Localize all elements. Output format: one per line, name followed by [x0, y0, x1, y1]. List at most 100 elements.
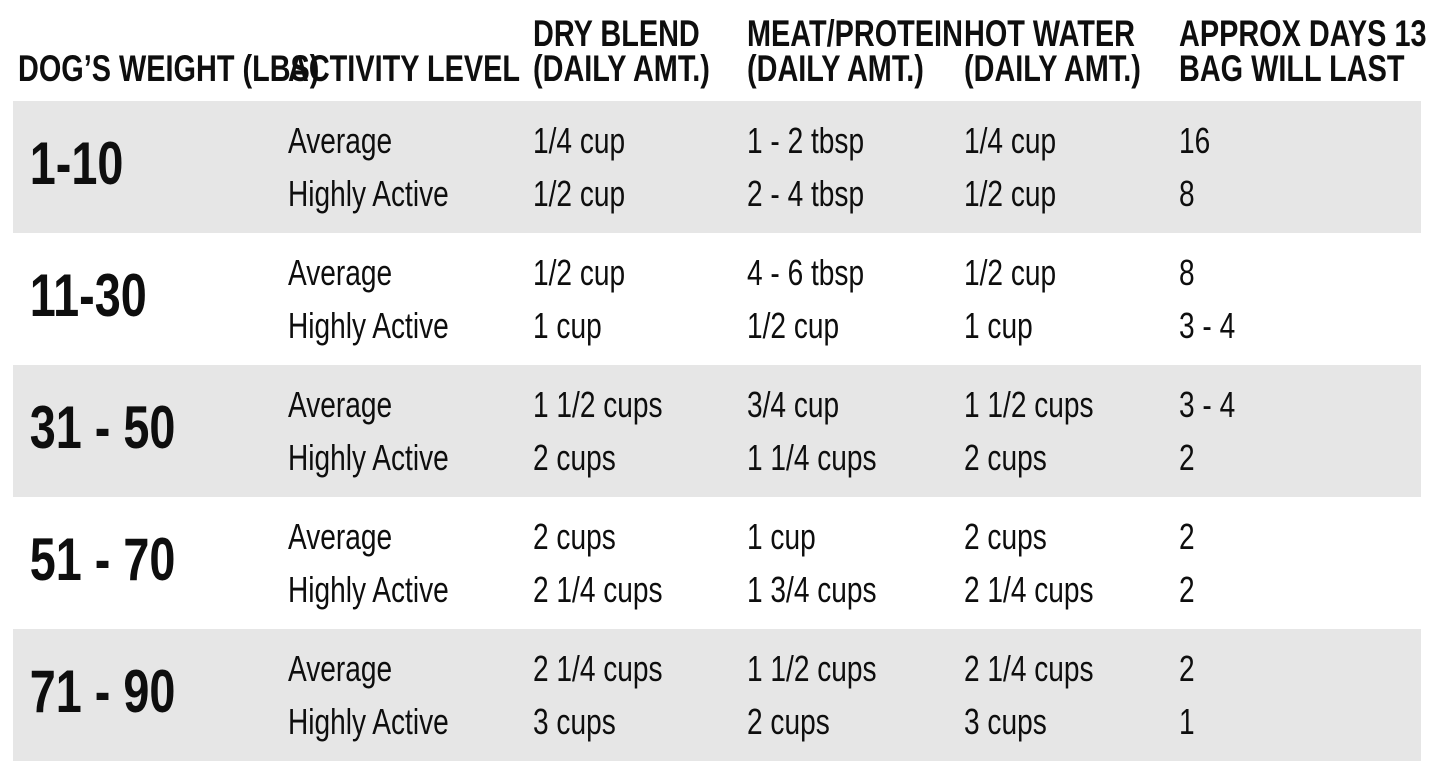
meat-protein-cell: 4 - 6 tbsp 1/2 cup	[747, 246, 964, 352]
days-highly-active-value: 1	[1179, 701, 1195, 742]
header-dogs-weight: DOG’S WEIGHT (LBS)	[18, 48, 320, 89]
days-highly-active-value: 3 - 4	[1179, 305, 1236, 346]
header-approx-days-line2: BAG WILL LAST	[1179, 48, 1405, 89]
meat-protein-average-value: 3/4 cup	[747, 384, 840, 425]
hot-water-cell: 2 cups 2 1/4 cups	[964, 510, 1179, 616]
hot-water-cell: 1/4 cup 1/2 cup	[964, 114, 1179, 220]
activity-level-cell: Average Highly Active	[288, 642, 533, 748]
header-dogs-weight-label: DOG’S WEIGHT (LBS)	[18, 48, 320, 89]
dry-blend-cell: 2 cups 2 1/4 cups	[533, 510, 747, 616]
weight-range-label: 11-30	[29, 262, 147, 329]
activity-highly-active-label: Highly Active	[288, 437, 449, 478]
dry-blend-cell: 2 1/4 cups 3 cups	[533, 642, 747, 748]
header-meat-protein-line1: MEAT/PROTEIN	[747, 13, 963, 54]
days-cell: 16 8	[1179, 114, 1421, 220]
activity-highly-active-label: Highly Active	[288, 701, 449, 742]
activity-average-label: Average	[288, 648, 393, 689]
activity-average-label: Average	[288, 516, 393, 557]
hot-water-highly-active-value: 2 cups	[964, 437, 1047, 478]
meat-protein-highly-active-value: 1/2 cup	[747, 305, 840, 346]
days-highly-active-value: 2	[1179, 569, 1195, 610]
header-dry-blend: DRY BLEND (DAILY AMT.)	[533, 13, 710, 89]
days-average-value: 8	[1179, 252, 1195, 293]
activity-highly-active-label: Highly Active	[288, 305, 449, 346]
days-cell: 2 1	[1179, 642, 1421, 748]
hot-water-highly-active-value: 2 1/4 cups	[964, 569, 1094, 610]
meat-protein-average-value: 1 cup	[747, 516, 816, 557]
activity-level-cell: Average Highly Active	[288, 114, 533, 220]
header-hot-water-line2: (DAILY AMT.)	[964, 48, 1141, 89]
days-highly-active-value: 8	[1179, 173, 1195, 214]
activity-average-label: Average	[288, 252, 393, 293]
header-meat-protein: MEAT/PROTEIN (DAILY AMT.)	[747, 13, 963, 89]
dry-blend-average-value: 1/4 cup	[533, 120, 626, 161]
activity-highly-active-label: Highly Active	[288, 173, 449, 214]
hot-water-average-value: 2 cups	[964, 516, 1047, 557]
meat-protein-highly-active-value: 2 - 4 tbsp	[747, 173, 865, 214]
hot-water-highly-active-value: 1 cup	[964, 305, 1033, 346]
hot-water-cell: 1/2 cup 1 cup	[964, 246, 1179, 352]
activity-level-cell: Average Highly Active	[288, 378, 533, 484]
weight-range-label: 1-10	[29, 130, 124, 197]
hot-water-highly-active-value: 3 cups	[964, 701, 1047, 742]
meat-protein-cell: 1 - 2 tbsp 2 - 4 tbsp	[747, 114, 964, 220]
header-approx-days-line1: APPROX DAYS 13 OZ	[1179, 13, 1432, 54]
dry-blend-highly-active-value: 3 cups	[533, 701, 616, 742]
activity-average-label: Average	[288, 384, 393, 425]
days-average-value: 16	[1179, 120, 1211, 161]
dry-blend-cell: 1/4 cup 1/2 cup	[533, 114, 747, 220]
meat-protein-cell: 3/4 cup 1 1/4 cups	[747, 378, 964, 484]
days-cell: 8 3 - 4	[1179, 246, 1421, 352]
dry-blend-highly-active-value: 1 cup	[533, 305, 602, 346]
days-cell: 3 - 4 2	[1179, 378, 1421, 484]
header-hot-water-line1: HOT WATER	[964, 13, 1136, 54]
dry-blend-average-value: 1/2 cup	[533, 252, 626, 293]
dry-blend-cell: 1/2 cup 1 cup	[533, 246, 747, 352]
meat-protein-average-value: 1 1/2 cups	[747, 648, 877, 689]
header-row: DOG’S WEIGHT (LBS) ACTIVITY LEVEL DRY BL…	[13, 0, 1432, 101]
meat-protein-highly-active-value: 2 cups	[747, 701, 830, 742]
header-dry-blend-line2: (DAILY AMT.)	[533, 48, 710, 89]
hot-water-cell: 1 1/2 cups 2 cups	[964, 378, 1179, 484]
hot-water-average-value: 1/2 cup	[964, 252, 1057, 293]
dry-blend-average-value: 2 cups	[533, 516, 616, 557]
hot-water-average-value: 2 1/4 cups	[964, 648, 1094, 689]
dry-blend-highly-active-value: 2 cups	[533, 437, 616, 478]
days-average-value: 3 - 4	[1179, 384, 1236, 425]
dry-blend-highly-active-value: 2 1/4 cups	[533, 569, 663, 610]
header-activity-level-label: ACTIVITY LEVEL	[288, 48, 520, 89]
dry-blend-average-value: 2 1/4 cups	[533, 648, 663, 689]
meat-protein-highly-active-value: 1 3/4 cups	[747, 569, 877, 610]
weight-band-71-90: 71 - 90 Average Highly Active 2 1/4 cups…	[13, 629, 1421, 761]
weight-range-label: 71 - 90	[29, 658, 176, 725]
dry-blend-cell: 1 1/2 cups 2 cups	[533, 378, 747, 484]
header-meat-protein-line2: (DAILY AMT.)	[747, 48, 924, 89]
hot-water-average-value: 1 1/2 cups	[964, 384, 1094, 425]
weight-band-11-30: 11-30 Average Highly Active 1/2 cup 1 cu…	[13, 233, 1421, 365]
meat-protein-highly-active-value: 1 1/4 cups	[747, 437, 877, 478]
activity-level-cell: Average Highly Active	[288, 510, 533, 616]
meat-protein-average-value: 1 - 2 tbsp	[747, 120, 865, 161]
days-average-value: 2	[1179, 648, 1195, 689]
weight-band-51-70: 51 - 70 Average Highly Active 2 cups 2 1…	[13, 497, 1421, 629]
weight-range-label: 31 - 50	[29, 394, 176, 461]
meat-protein-cell: 1 1/2 cups 2 cups	[747, 642, 964, 748]
weight-band-31-50: 31 - 50 Average Highly Active 1 1/2 cups…	[13, 365, 1421, 497]
days-average-value: 2	[1179, 516, 1195, 557]
activity-highly-active-label: Highly Active	[288, 569, 449, 610]
activity-average-label: Average	[288, 120, 393, 161]
hot-water-highly-active-value: 1/2 cup	[964, 173, 1057, 214]
days-cell: 2 2	[1179, 510, 1421, 616]
header-activity-level: ACTIVITY LEVEL	[288, 48, 520, 89]
header-hot-water: HOT WATER (DAILY AMT.)	[964, 13, 1141, 89]
days-highly-active-value: 2	[1179, 437, 1195, 478]
header-dry-blend-line1: DRY BLEND	[533, 13, 700, 54]
header-approx-days: APPROX DAYS 13 OZ BAG WILL LAST	[1179, 13, 1432, 89]
meat-protein-average-value: 4 - 6 tbsp	[747, 252, 865, 293]
weight-band-1-10: 1-10 Average Highly Active 1/4 cup 1/2 c…	[13, 101, 1421, 233]
dry-blend-highly-active-value: 1/2 cup	[533, 173, 626, 214]
activity-level-cell: Average Highly Active	[288, 246, 533, 352]
hot-water-cell: 2 1/4 cups 3 cups	[964, 642, 1179, 748]
hot-water-average-value: 1/4 cup	[964, 120, 1057, 161]
